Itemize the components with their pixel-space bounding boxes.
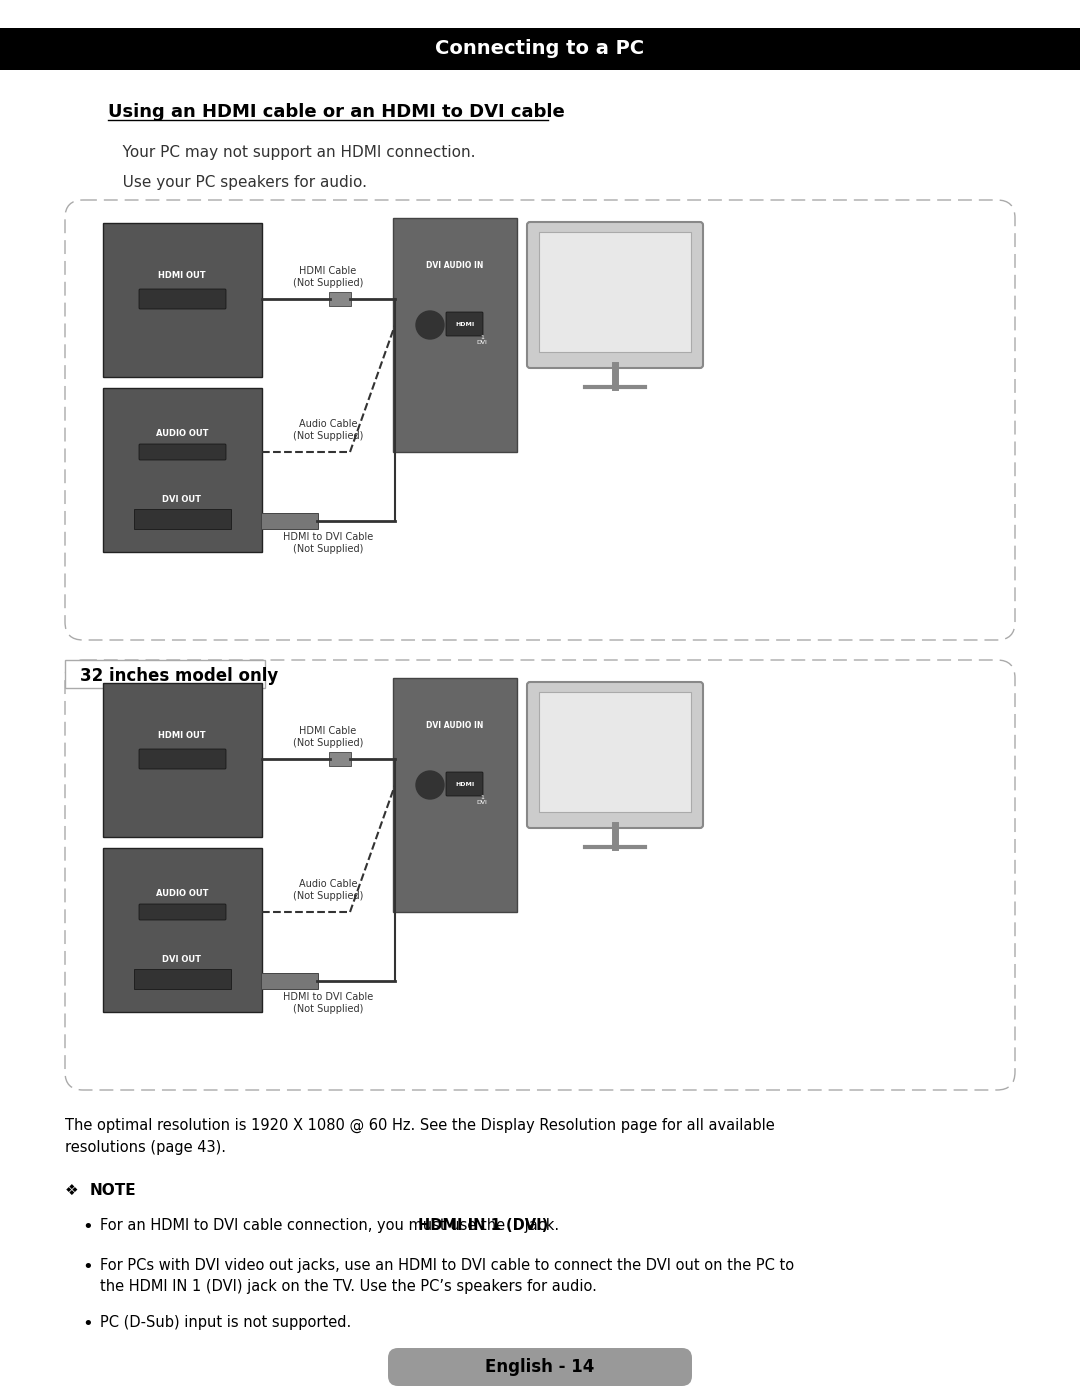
FancyBboxPatch shape	[539, 232, 691, 352]
Text: ❖: ❖	[65, 1183, 89, 1199]
Text: DVI AUDIO IN: DVI AUDIO IN	[427, 721, 484, 729]
Text: HDMI OUT: HDMI OUT	[158, 731, 206, 739]
FancyBboxPatch shape	[539, 692, 691, 812]
Text: HDMI Cable
(Not Supplied): HDMI Cable (Not Supplied)	[293, 726, 363, 749]
FancyBboxPatch shape	[139, 289, 226, 309]
Text: English - 14: English - 14	[485, 1358, 595, 1376]
FancyBboxPatch shape	[261, 513, 318, 529]
FancyBboxPatch shape	[139, 904, 226, 921]
FancyBboxPatch shape	[139, 749, 226, 768]
FancyBboxPatch shape	[65, 659, 1015, 1090]
Text: AUDIO OUT: AUDIO OUT	[156, 429, 208, 437]
FancyBboxPatch shape	[446, 773, 483, 796]
Text: Audio Cable
(Not Supplied): Audio Cable (Not Supplied)	[293, 419, 363, 441]
FancyBboxPatch shape	[446, 312, 483, 337]
Text: PC (D-Sub) input is not supported.: PC (D-Sub) input is not supported.	[100, 1315, 351, 1330]
Text: jack.: jack.	[521, 1218, 559, 1234]
Text: 32 inches model only: 32 inches model only	[80, 666, 279, 685]
Text: HDMI Cable
(Not Supplied): HDMI Cable (Not Supplied)	[293, 265, 363, 288]
Text: Your PC may not support an HDMI connection.: Your PC may not support an HDMI connecti…	[108, 144, 475, 159]
Text: Connecting to a PC: Connecting to a PC	[435, 39, 645, 59]
FancyBboxPatch shape	[329, 752, 351, 766]
Text: For an HDMI to DVI cable connection, you must use the: For an HDMI to DVI cable connection, you…	[100, 1218, 510, 1234]
Circle shape	[416, 771, 444, 799]
Text: •: •	[82, 1315, 93, 1333]
Text: Use your PC speakers for audio.: Use your PC speakers for audio.	[108, 175, 367, 190]
Text: •: •	[82, 1218, 93, 1236]
Text: DVI OUT: DVI OUT	[162, 956, 202, 964]
Text: For PCs with DVI video out jacks, use an HDMI to DVI cable to connect the DVI ou: For PCs with DVI video out jacks, use an…	[100, 1259, 794, 1294]
FancyBboxPatch shape	[388, 1348, 692, 1386]
FancyBboxPatch shape	[139, 444, 226, 460]
Text: DVI OUT: DVI OUT	[162, 496, 202, 504]
Text: HDMI: HDMI	[456, 781, 474, 787]
Text: HDMI: HDMI	[456, 321, 474, 327]
FancyBboxPatch shape	[103, 224, 262, 377]
FancyBboxPatch shape	[103, 388, 262, 552]
Text: NOTE: NOTE	[90, 1183, 137, 1199]
Text: 1
DVI: 1 DVI	[476, 335, 487, 345]
Text: The optimal resolution is 1920 X 1080 @ 60 Hz. See the Display Resolution page f: The optimal resolution is 1920 X 1080 @ …	[65, 1118, 774, 1155]
Text: 1
DVI: 1 DVI	[476, 795, 487, 806]
Circle shape	[416, 312, 444, 339]
FancyBboxPatch shape	[393, 678, 517, 912]
Text: DVI AUDIO IN: DVI AUDIO IN	[427, 260, 484, 270]
Text: HDMI to DVI Cable
(Not Supplied): HDMI to DVI Cable (Not Supplied)	[283, 532, 373, 555]
FancyBboxPatch shape	[65, 659, 265, 687]
FancyBboxPatch shape	[134, 509, 231, 529]
FancyBboxPatch shape	[134, 970, 231, 989]
FancyBboxPatch shape	[393, 218, 517, 453]
Text: Using an HDMI cable or an HDMI to DVI cable: Using an HDMI cable or an HDMI to DVI ca…	[108, 103, 565, 122]
Text: •: •	[82, 1259, 93, 1275]
FancyBboxPatch shape	[261, 972, 318, 989]
FancyBboxPatch shape	[65, 200, 1015, 640]
Text: HDMI IN 1 (DVI): HDMI IN 1 (DVI)	[418, 1218, 548, 1234]
FancyBboxPatch shape	[329, 292, 351, 306]
FancyBboxPatch shape	[527, 682, 703, 828]
Text: HDMI to DVI Cable
(Not Supplied): HDMI to DVI Cable (Not Supplied)	[283, 992, 373, 1014]
FancyBboxPatch shape	[0, 28, 1080, 70]
FancyBboxPatch shape	[103, 848, 262, 1011]
FancyBboxPatch shape	[527, 222, 703, 367]
FancyBboxPatch shape	[103, 683, 262, 837]
Text: AUDIO OUT: AUDIO OUT	[156, 888, 208, 897]
Text: Audio Cable
(Not Supplied): Audio Cable (Not Supplied)	[293, 879, 363, 901]
Text: HDMI OUT: HDMI OUT	[158, 271, 206, 279]
